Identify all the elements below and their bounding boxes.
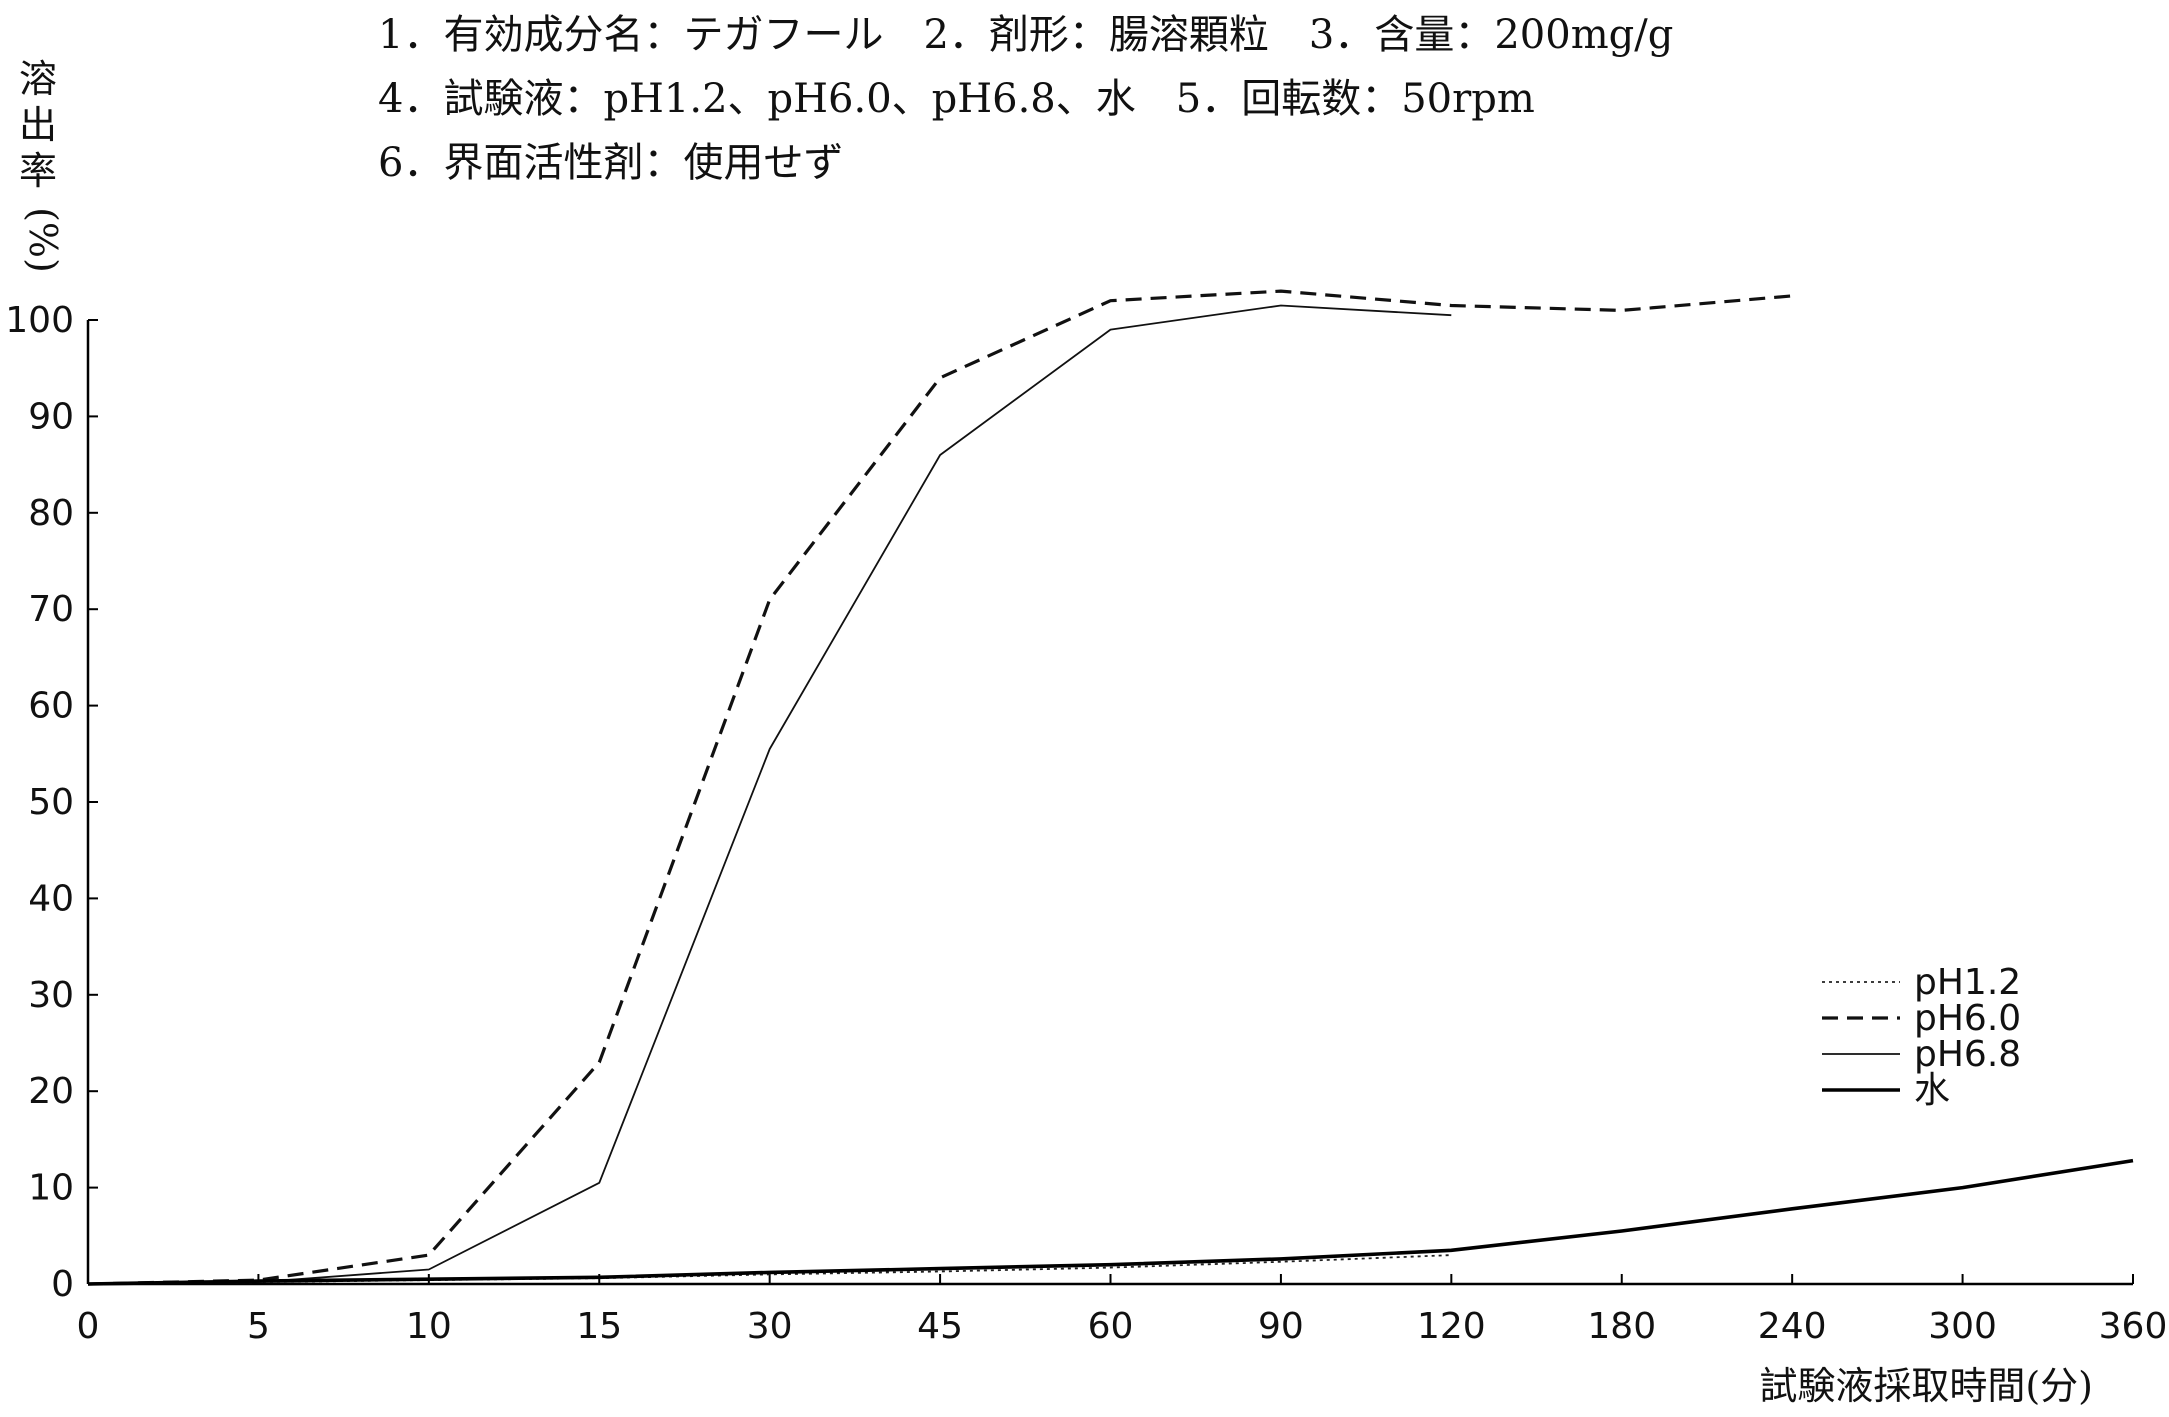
- x-tick-label: 0: [77, 1306, 100, 1347]
- x-tick-label: 10: [406, 1306, 452, 1347]
- chart-axes: [86, 320, 2133, 1286]
- series-line-1: [87, 1254, 1452, 1285]
- y-axis-ticks: 0 10 20 30 40 50 60 70 80 90 100: [5, 300, 98, 1305]
- x-axis-title: 試験液採取時間(分): [1759, 1364, 2093, 1408]
- legend-label-1: pH1.2: [1914, 962, 2021, 1003]
- x-tick-label: 60: [1088, 1306, 1134, 1347]
- y-axis-title-char-2: 出: [19, 103, 57, 147]
- x-tick-label: 120: [1417, 1306, 1486, 1347]
- legend-label-2: pH6.0: [1914, 998, 2021, 1039]
- y-tick-label: 40: [28, 878, 74, 919]
- chart-header: 1．有効成分名：テガフール 2．剤形：腸溶顆粒 3．含量：200mg/g 4．試…: [378, 12, 1673, 186]
- x-tick-label: 15: [576, 1306, 622, 1347]
- y-axis-title-unit: (%): [21, 207, 65, 273]
- series-line-2: [87, 289, 1793, 1286]
- y-axis-title-char-3: 率: [19, 149, 57, 193]
- y-tick-label: 30: [28, 975, 74, 1016]
- series-line-4: [87, 1158, 2134, 1286]
- y-tick-label: 50: [28, 782, 74, 823]
- series-line-3: [87, 304, 1452, 1285]
- legend-label-3: pH6.8: [1914, 1034, 2021, 1075]
- chart-series: [87, 289, 2134, 1286]
- y-axis-title: 溶 出 率 (%): [19, 57, 65, 273]
- y-tick-label: 70: [28, 589, 74, 630]
- x-tick-label: 30: [747, 1306, 793, 1347]
- x-tick-label: 300: [1928, 1306, 1997, 1347]
- y-tick-label: 60: [28, 686, 74, 727]
- x-tick-label: 240: [1758, 1306, 1827, 1347]
- y-tick-label: 10: [28, 1168, 74, 1209]
- y-tick-label: 90: [28, 396, 74, 437]
- x-tick-label: 5: [247, 1306, 270, 1347]
- x-tick-label: 45: [917, 1306, 963, 1347]
- y-tick-label: 80: [28, 493, 74, 534]
- y-tick-label: 100: [5, 300, 74, 341]
- header-line-3: 6．界面活性剤：使用せず: [378, 140, 843, 186]
- x-tick-label: 180: [1587, 1306, 1656, 1347]
- header-line-2: 4．試験液：pH1.2、pH6.0、pH6.8、水 5．回転数：50rpm: [378, 76, 1535, 122]
- x-tick-label: 90: [1258, 1306, 1304, 1347]
- x-tick-label: 360: [2099, 1306, 2168, 1347]
- legend-label-4: 水: [1914, 1070, 1950, 1111]
- y-tick-label: 0: [51, 1264, 74, 1305]
- header-line-1: 1．有効成分名：テガフール 2．剤形：腸溶顆粒 3．含量：200mg/g: [378, 12, 1673, 58]
- y-axis-title-char-1: 溶: [19, 57, 57, 101]
- y-tick-label: 20: [28, 1071, 74, 1112]
